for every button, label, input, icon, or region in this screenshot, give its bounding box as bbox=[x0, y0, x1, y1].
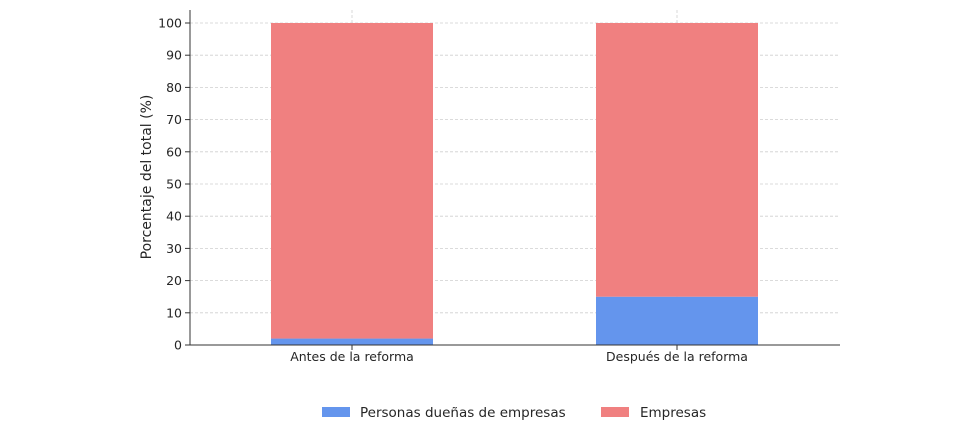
y-tick-label: 10 bbox=[166, 305, 182, 320]
y-tick-label: 100 bbox=[158, 16, 182, 31]
x-ticks: Antes de la reforma Después de la reforma bbox=[290, 345, 748, 364]
legend-swatch bbox=[601, 407, 629, 417]
bar-segment-personas-0 bbox=[271, 338, 433, 345]
legend-label: Personas dueñas de empresas bbox=[360, 405, 566, 421]
y-tick-label: 20 bbox=[166, 273, 182, 288]
legend-label: Empresas bbox=[640, 405, 706, 421]
axes bbox=[189, 10, 840, 346]
y-tick-label: 30 bbox=[166, 241, 182, 256]
y-tick-label: 60 bbox=[166, 144, 182, 159]
y-tick-label: 50 bbox=[166, 177, 182, 192]
y-tick-label: 0 bbox=[174, 338, 182, 353]
bar-segment-empresas-1 bbox=[596, 23, 758, 297]
y-tick-label: 80 bbox=[166, 80, 182, 95]
y-tick-label: 90 bbox=[166, 48, 182, 63]
bars bbox=[271, 23, 758, 345]
x-tick-label: Después de la reforma bbox=[606, 349, 748, 364]
x-tick-label: Antes de la reforma bbox=[290, 349, 414, 364]
y-axis-title: Porcentaje del total (%) bbox=[139, 95, 155, 260]
legend: Personas dueñas de empresas Empresas bbox=[322, 405, 706, 421]
bar-segment-personas-1 bbox=[596, 296, 758, 345]
bar-segment-empresas-0 bbox=[271, 23, 433, 339]
y-tick-label: 40 bbox=[166, 209, 182, 224]
y-ticks: 0 10 20 30 40 50 60 70 80 90 100 bbox=[158, 16, 190, 353]
legend-swatch bbox=[322, 407, 350, 417]
y-tick-label: 70 bbox=[166, 112, 182, 127]
